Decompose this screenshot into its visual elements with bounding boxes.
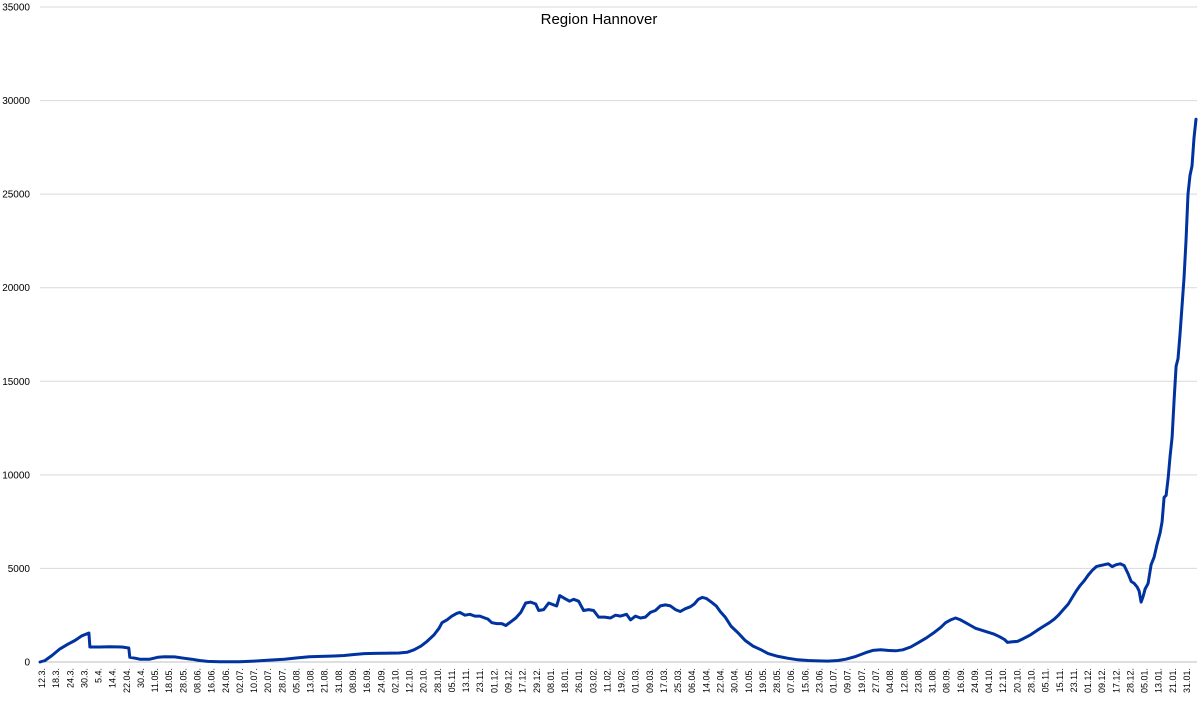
y-tick-label: 25000: [2, 190, 30, 201]
x-tick-label: 09.12.: [1097, 668, 1107, 693]
x-tick-label: 04.10.: [984, 668, 994, 693]
y-tick-label: 5000: [8, 564, 31, 575]
x-tick-label: 15.06.: [800, 668, 810, 693]
x-tick-label: 09.12.: [503, 668, 513, 693]
x-tick-label: 08.06.: [192, 668, 202, 693]
x-tick-label: 14.04.: [701, 668, 711, 693]
x-tick-label: 28.10.: [1027, 668, 1037, 693]
x-tick-label: 16.09.: [362, 668, 372, 693]
x-tick-label: 24.06.: [221, 668, 231, 693]
x-tick-label: 06.04.: [687, 668, 697, 693]
x-tick-label: 01.12.: [489, 668, 499, 693]
x-tick-label: 08.09.: [348, 668, 358, 693]
y-tick-label: 0: [24, 658, 30, 669]
x-tick-label: 09.03.: [645, 668, 655, 693]
x-tick-label: 08.09.: [942, 668, 952, 693]
x-tick-label: 13.01.: [1154, 668, 1164, 693]
x-tick-label: 20.07.: [263, 668, 273, 693]
x-tick-label: 27.07.: [871, 668, 881, 693]
x-tick-label: 31.01.: [1182, 668, 1192, 693]
x-tick-label: 13.11.: [461, 668, 471, 692]
y-tick-label: 35000: [2, 3, 30, 14]
x-tick-label: 22.04.: [716, 668, 726, 693]
x-tick-label: 21.01.: [1168, 668, 1178, 693]
x-tick-label: 05.11.: [447, 668, 457, 692]
x-tick-label: 08.01.: [546, 668, 556, 693]
x-tick-label: 02.10.: [390, 668, 400, 693]
x-tick-label: 24.09.: [970, 668, 980, 693]
x-tick-label: 05.11.: [1041, 668, 1051, 692]
x-tick-label: 05.08.: [291, 668, 301, 693]
x-tick-label: 12.10.: [998, 668, 1008, 693]
x-tick-label: 09.07.: [843, 668, 853, 693]
x-tick-label: 14.4.: [108, 668, 118, 688]
y-axis-tick-labels: 0 5000 10000 15000 20000 25000 30000 35000: [2, 3, 30, 669]
x-tick-label: 15.11.: [1055, 668, 1065, 692]
x-tick-label: 01.12.: [1083, 668, 1093, 693]
x-tick-label: 25.03.: [673, 668, 683, 693]
series-layer: [38, 117, 1198, 664]
x-tick-label: 28.12.: [1125, 668, 1135, 693]
x-tick-label: 22.04.: [122, 668, 132, 693]
x-tick-label: 10.05.: [744, 668, 754, 693]
x-tick-label: 24.3.: [65, 668, 75, 688]
x-tick-label: 23.11.: [1069, 668, 1079, 692]
x-tick-label: 16.06.: [207, 668, 217, 693]
x-tick-label: 21.08.: [320, 668, 330, 693]
x-tick-label: 23.08.: [913, 668, 923, 693]
x-tick-label: 28.07.: [277, 668, 287, 693]
x-tick-label: 07.06.: [786, 668, 796, 693]
x-tick-label: 20.10.: [1012, 668, 1022, 693]
x-tick-label: 30.04.: [730, 668, 740, 693]
x-tick-label: 24.09.: [376, 668, 386, 693]
y-tick-label: 10000: [2, 470, 30, 481]
x-tick-label: 17.03.: [659, 668, 669, 693]
x-tick-label: 01.03.: [631, 668, 641, 693]
x-tick-label: 18.3.: [51, 668, 61, 688]
x-tick-label: 19.07.: [857, 668, 867, 693]
x-tick-label: 10.07.: [249, 668, 259, 693]
y-tick-label: 30000: [2, 96, 30, 107]
x-tick-label: 12.10.: [405, 668, 415, 693]
x-tick-label: 18.05.: [164, 668, 174, 693]
x-tick-label: 23.11.: [475, 668, 485, 692]
x-axis-tick-labels: 12.3. 18.3. 24.3. 30.3. 5.4. 14.4. 22.04. 30.4.…: [37, 668, 1192, 693]
x-tick-label: 19.02.: [617, 668, 627, 693]
x-tick-label: 13.08.: [306, 668, 316, 693]
x-tick-label: 28.05.: [772, 668, 782, 693]
x-tick-label: 31.08.: [334, 668, 344, 693]
x-tick-label: 18.01.: [560, 668, 570, 693]
x-tick-label: 05.01.: [1140, 668, 1150, 693]
x-tick-label: 19.05.: [758, 668, 768, 693]
x-tick-label: 28.05.: [178, 668, 188, 693]
x-tick-label: 20.10.: [419, 668, 429, 693]
x-tick-label: 01.07.: [829, 668, 839, 693]
gridlines: [40, 6, 1197, 569]
x-tick-label: 17.12.: [1111, 668, 1121, 693]
y-tick-label: 20000: [2, 283, 30, 294]
x-tick-label: 29.12.: [532, 668, 542, 693]
chart-title: Region Hannover: [541, 11, 658, 28]
x-tick-label: 23.06.: [814, 668, 824, 693]
x-tick-label: 12.3.: [37, 668, 47, 688]
x-tick-label: 28.10.: [433, 668, 443, 693]
x-tick-label: 11.02.: [602, 668, 612, 692]
x-tick-label: 5.4.: [94, 668, 104, 683]
series-line: [38, 117, 1198, 664]
x-tick-label: 04.08.: [885, 668, 895, 693]
x-tick-label: 30.3.: [79, 668, 89, 688]
y-tick-label: 15000: [2, 377, 30, 388]
x-tick-label: 12.08.: [899, 668, 909, 693]
x-tick-label: 11.05.: [150, 668, 160, 692]
x-tick-label: 17.12.: [518, 668, 528, 693]
x-tick-label: 31.08.: [928, 668, 938, 693]
x-tick-label: 26.01.: [574, 668, 584, 693]
x-tick-label: 30.4.: [136, 668, 146, 688]
x-tick-label: 02.07.: [235, 668, 245, 693]
x-tick-label: 16.09.: [956, 668, 966, 693]
x-tick-label: 03.02.: [588, 668, 598, 693]
